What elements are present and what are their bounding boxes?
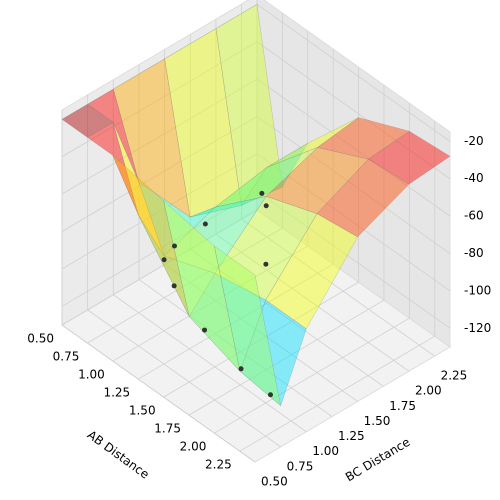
x-tick-label: 1.50 bbox=[129, 404, 156, 418]
surface-face bbox=[214, 196, 318, 301]
surface-face bbox=[164, 28, 242, 218]
grid-line bbox=[61, 41, 258, 158]
grid-line bbox=[256, 116, 451, 254]
surface-face bbox=[87, 88, 139, 182]
y-tick-label: 1.50 bbox=[364, 414, 391, 428]
x-tick-label: 1.25 bbox=[103, 386, 130, 400]
x-axis-label: AB Distance bbox=[85, 428, 152, 482]
scatter-point bbox=[238, 366, 244, 372]
surface-face bbox=[316, 158, 410, 238]
grid-line bbox=[215, 233, 410, 372]
grid-line bbox=[61, 209, 258, 326]
surface-face bbox=[213, 245, 282, 407]
scatter-point bbox=[202, 327, 208, 333]
scatter-point bbox=[171, 283, 177, 289]
scatter-point bbox=[202, 221, 208, 227]
grid-line bbox=[61, 190, 258, 307]
surface-face bbox=[112, 122, 165, 257]
surface-face bbox=[138, 181, 216, 257]
grid-line bbox=[87, 309, 281, 448]
grid-line bbox=[163, 281, 359, 398]
x-tick-label: 1.00 bbox=[78, 368, 105, 382]
grid-line bbox=[256, 41, 451, 180]
x-tick-label: 0.50 bbox=[27, 332, 54, 346]
scatter-point bbox=[263, 203, 269, 209]
grid-line bbox=[112, 245, 308, 362]
scatter-point bbox=[161, 257, 167, 263]
y-tick-label: 0.75 bbox=[287, 459, 314, 473]
grid-line bbox=[256, 78, 451, 217]
grid-line bbox=[214, 317, 410, 434]
z-tick-label: -40 bbox=[464, 171, 484, 185]
x-tick-label: 1.75 bbox=[154, 422, 181, 436]
surface-face bbox=[239, 299, 307, 407]
surface-face bbox=[163, 195, 267, 274]
grid-line bbox=[87, 227, 283, 344]
surface-face bbox=[188, 273, 266, 372]
grid-line bbox=[256, 153, 451, 292]
scatter-point bbox=[268, 392, 273, 398]
surface-face bbox=[215, 3, 283, 206]
surface-face bbox=[61, 103, 114, 138]
grid-line bbox=[241, 218, 435, 357]
x-tick-label: 2.25 bbox=[205, 458, 232, 472]
scatter-point bbox=[171, 243, 177, 249]
surface-face bbox=[265, 213, 358, 330]
grid-line bbox=[113, 294, 307, 433]
grid-line bbox=[256, 190, 451, 329]
grid-line bbox=[164, 264, 358, 402]
surface-face bbox=[240, 142, 309, 207]
y-tick-label: 1.00 bbox=[312, 444, 339, 458]
grid-line bbox=[137, 263, 334, 380]
surface-face bbox=[316, 117, 410, 160]
grid-line bbox=[190, 249, 384, 387]
surface-face bbox=[215, 147, 318, 208]
grid-line bbox=[61, 78, 258, 195]
x-tick-label: 0.75 bbox=[53, 350, 80, 364]
z-tick-label: -80 bbox=[464, 246, 484, 260]
surface-face bbox=[189, 167, 267, 218]
y-tick-label: 0.50 bbox=[261, 475, 288, 489]
surface-face bbox=[113, 58, 191, 218]
scatter-point bbox=[259, 190, 265, 196]
surface-face bbox=[163, 200, 241, 373]
grid-line bbox=[61, 116, 258, 232]
grid-line bbox=[61, 324, 256, 463]
surface-face bbox=[367, 130, 451, 185]
scatter-point bbox=[263, 261, 269, 267]
grid-line bbox=[61, 153, 258, 270]
surface-face bbox=[265, 147, 369, 215]
surface-face bbox=[138, 214, 216, 318]
y-tick-label: 1.75 bbox=[389, 399, 416, 413]
grid-line bbox=[256, 4, 451, 142]
x-tick-label: 2.00 bbox=[180, 440, 207, 454]
grid-line bbox=[61, 4, 258, 120]
grid-line bbox=[138, 279, 333, 417]
y-tick-label: 1.25 bbox=[338, 429, 365, 443]
surface-face bbox=[112, 155, 190, 317]
z-tick-label: -60 bbox=[464, 209, 484, 223]
grid-line bbox=[239, 335, 435, 452]
z-tick-label: -20 bbox=[464, 134, 484, 148]
y-tick-label: 2.25 bbox=[441, 369, 468, 383]
surface-face bbox=[266, 117, 359, 168]
y-tick-label: 2.00 bbox=[415, 384, 442, 398]
grid-line bbox=[188, 299, 385, 416]
surface-face bbox=[86, 121, 139, 216]
z-tick-label: -120 bbox=[464, 321, 491, 335]
z-tick-label: -100 bbox=[464, 283, 491, 297]
